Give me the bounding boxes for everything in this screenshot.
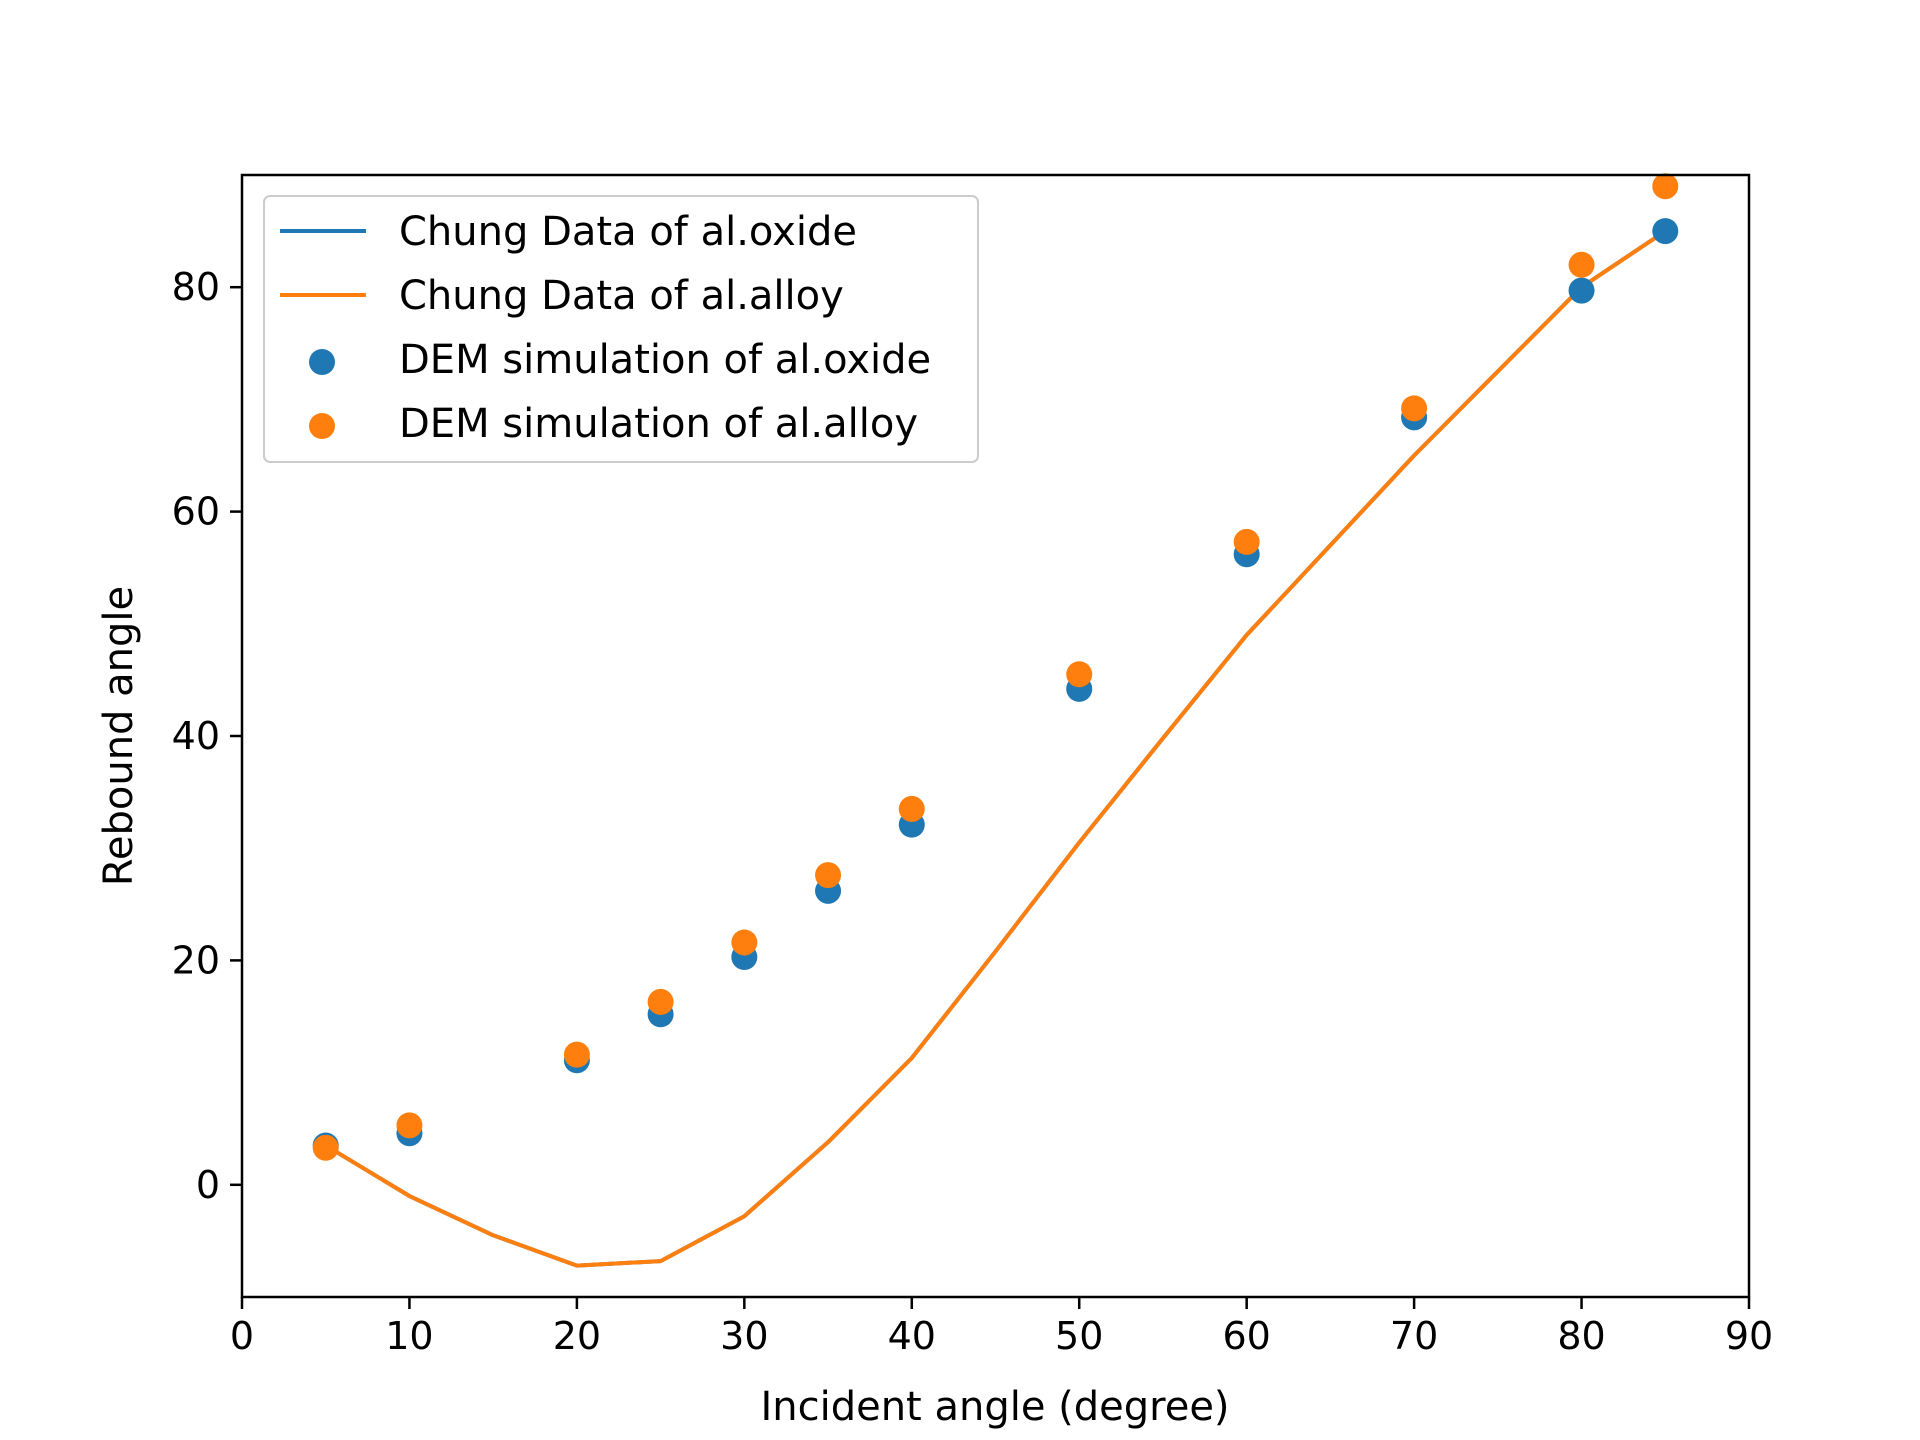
- data-point-series-3: [815, 862, 842, 889]
- data-point-series-3: [1066, 661, 1093, 688]
- legend-label-alloy-dem: DEM simulation of al.alloy: [399, 401, 918, 447]
- data-point-series-3: [647, 988, 674, 1015]
- data-point-series-3: [1233, 528, 1260, 555]
- y-tick-label: 80: [172, 265, 220, 309]
- legend-swatch-alloy-dem: [309, 413, 335, 439]
- x-tick-label: 10: [385, 1314, 433, 1358]
- y-tick-label: 20: [172, 938, 220, 982]
- data-point-series-2: [1568, 277, 1595, 304]
- legend: Chung Data of al.oxide Chung Data of al.…: [263, 195, 979, 463]
- y-tick-label: 60: [172, 490, 220, 534]
- x-tick-label: 60: [1222, 1314, 1270, 1358]
- data-point-series-2: [1652, 218, 1679, 245]
- x-tick-label: 0: [230, 1314, 254, 1358]
- legend-box: [263, 195, 979, 463]
- data-point-series-3: [1568, 251, 1595, 278]
- x-tick-label: 80: [1557, 1314, 1605, 1358]
- x-tick-label: 70: [1390, 1314, 1438, 1358]
- legend-label-oxide-dem: DEM simulation of al.oxide: [399, 337, 931, 383]
- legend-label-oxide-line: Chung Data of al.oxide: [399, 209, 857, 255]
- data-point-series-3: [898, 795, 925, 822]
- legend-label-alloy-line: Chung Data of al.alloy: [399, 273, 844, 319]
- series-line-1: [324, 229, 1667, 1268]
- y-tick-label: 0: [196, 1163, 220, 1207]
- x-tick-label: 90: [1725, 1314, 1773, 1358]
- series-points: [312, 173, 1679, 1161]
- y-axis-label: Rebound angle: [96, 586, 142, 886]
- data-point-series-3: [1401, 395, 1428, 422]
- x-tick-label: 40: [888, 1314, 936, 1358]
- x-tick-label: 30: [720, 1314, 768, 1358]
- data-point-series-3: [396, 1112, 423, 1139]
- data-point-series-3: [1652, 173, 1679, 200]
- y-tick-label: 40: [172, 714, 220, 758]
- data-point-series-3: [731, 929, 758, 956]
- data-point-series-3: [312, 1134, 339, 1161]
- legend-swatch-oxide-dem: [309, 349, 335, 375]
- y-axis-ticks: 0 20 40 60 80: [172, 265, 242, 1207]
- x-tick-label: 20: [553, 1314, 601, 1358]
- data-point-series-3: [563, 1041, 590, 1068]
- x-tick-label: 50: [1055, 1314, 1103, 1358]
- x-axis-label: Incident angle (degree): [760, 1384, 1229, 1430]
- series-lines: [324, 229, 1667, 1268]
- x-axis-ticks: 0 10 20 30 40 50 60 70 80 90: [230, 1297, 1773, 1358]
